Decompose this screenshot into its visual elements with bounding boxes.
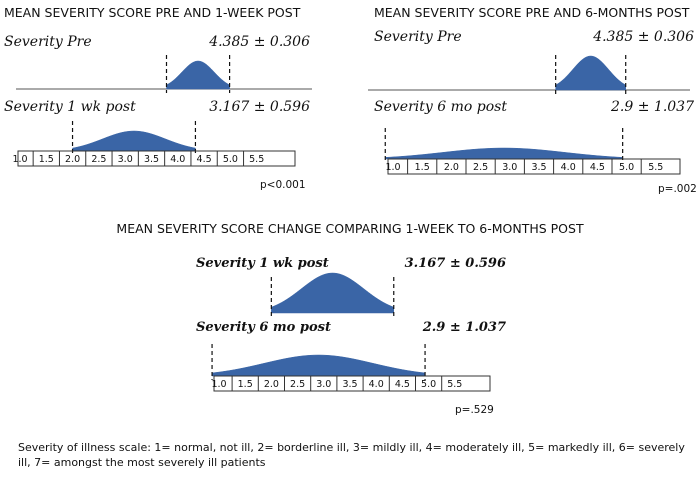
panel-1-series-2-label: Severity 1 wk post [4,99,136,115]
panel-2-x-tick-label: 3.0 [502,162,517,173]
panel-2-x-tick-label: 5.0 [619,162,634,173]
panel-1-x-tick-label: 3.0 [118,154,133,165]
panel-3-x-tick-label: 4.0 [369,379,384,390]
panel-3-series-1-stat: 3.167 ± 0.596 [405,256,506,271]
panel-1-x-tick-label: 5.0 [223,154,238,165]
panel-2-x-tick-label: 2.5 [473,162,488,173]
panel-2-x-tick-label: 2.0 [444,162,459,173]
panel-3-x-tick-label: 1.5 [238,379,253,390]
panel-1-series-2-distribution [72,130,196,152]
panel-1-x-axis [17,150,296,167]
panel-3-x-tick-label: 5.0 [421,379,436,390]
panel-3-x-tick-label: 2.0 [264,379,279,390]
panel-3-x-tick-label: 3.0 [316,379,331,390]
panel-2-title: MEAN SEVERITY SCORE PRE AND 6-MONTHS POS… [374,5,690,20]
panel-3-plot: 1.0 1.5 2.0 2.5 3.0 3.5 4.0 4.5 5.0 5.5 [211,272,491,392]
panel-1-series-1-distribution [166,60,230,90]
panel-1-p-value: p<0.001 [260,179,306,191]
panel-1-title: MEAN SEVERITY SCORE PRE AND 1-WEEK POST [4,5,301,20]
panel-1-x-tick-label: 4.0 [170,154,185,165]
panel-1-series-2-stat: 3.167 ± 0.596 [209,99,310,115]
panel-2-series-1-stat: 4.385 ± 0.306 [592,29,694,45]
panel-2-series-1-label: Severity Pre [374,29,462,45]
panel-3-x-tick-label: 4.5 [395,379,410,390]
panel-2-x-tick-label: 4.5 [590,162,605,173]
panel-2-series-2-distribution [385,147,623,160]
panel-3-x-tick-label: 1.0 [211,379,226,390]
panel-3-x-tick-label: 3.5 [342,379,357,390]
panel-1-plot: 1.0 1.5 2.0 2.5 3.0 3.5 4.0 4.5 5.0 5.5 [12,55,312,167]
panel-3-p-value: p=.529 [455,404,494,416]
panel-1-x-tick-label: 3.5 [144,154,159,165]
panel-3-series-1-label: Severity 1 wk post [196,256,329,271]
panel-1-series-1-label: Severity Pre [4,34,92,50]
panel-1-x-tick-label: 5.5 [249,154,264,165]
panel-2-x-tick-label: 3.5 [531,162,546,173]
panel-3-x-tick-label: 2.5 [290,379,305,390]
panel-1wk-vs-6mo: MEAN SEVERITY SCORE CHANGE COMPARING 1-W… [116,221,584,416]
panel-3-series-2-distribution [211,354,426,377]
panel-1-x-tick-label: 1.0 [12,154,27,165]
panel-pre-vs-1wk: MEAN SEVERITY SCORE PRE AND 1-WEEK POST … [4,5,312,191]
panel-pre-vs-6mo: MEAN SEVERITY SCORE PRE AND 6-MONTHS POS… [368,5,697,195]
panel-2-x-tick-label: 4.0 [561,162,576,173]
panel-2-x-axis [387,158,681,175]
severity-scale-caption: Severity of illness scale: 1= normal, no… [18,441,685,469]
panel-2-series-2-label: Severity 6 mo post [374,99,507,115]
panel-2-plot: 1.0 1.5 2.0 2.5 3.0 3.5 4.0 4.5 5.0 5.5 [368,55,690,175]
panel-2-series-2-stat: 2.9 ± 1.037 [610,99,694,115]
panel-3-series-2-stat: 2.9 ± 1.037 [422,320,506,335]
panel-3-series-2-label: Severity 6 mo post [196,320,331,335]
panel-2-x-tick-label: 5.5 [648,162,663,173]
panel-2-x-tick-label: 1.0 [385,162,400,173]
panel-2-series-1-distribution [555,55,626,91]
panel-3-title: MEAN SEVERITY SCORE CHANGE COMPARING 1-W… [116,221,584,236]
panel-3-x-axis [213,375,491,392]
panel-3-series-1-distribution [271,272,395,314]
panel-1-series-1-stat: 4.385 ± 0.306 [208,34,310,50]
panel-3-x-tick-label: 5.5 [447,379,462,390]
panel-1-x-tick-label: 1.5 [39,154,54,165]
panel-2-p-value: p=.002 [658,183,697,195]
panel-1-x-tick-label: 2.0 [65,154,80,165]
panel-1-x-tick-label: 2.5 [91,154,106,165]
panel-2-x-tick-label: 1.5 [415,162,430,173]
panel-1-x-tick-label: 4.5 [197,154,212,165]
